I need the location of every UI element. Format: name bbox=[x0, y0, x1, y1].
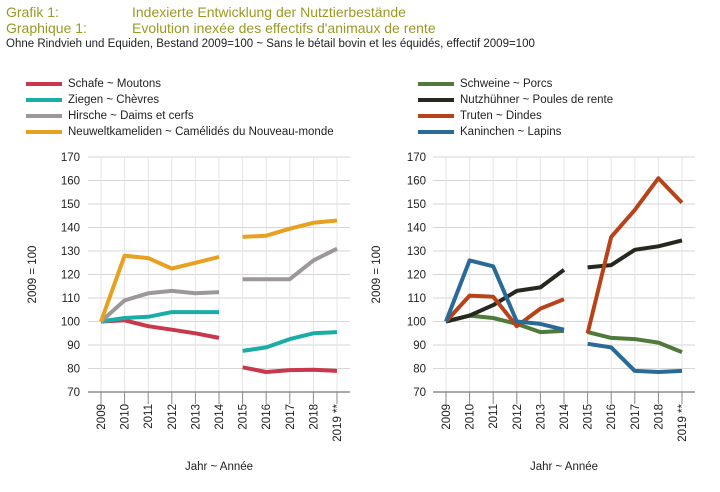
right-y-tick-label: 90 bbox=[413, 340, 426, 352]
figure-title-fr-text: Evolution inexée des effectifs d'animaux… bbox=[132, 20, 436, 36]
left-x-tick-label: 2013 bbox=[190, 404, 202, 430]
right-y-tick-label: 150 bbox=[407, 199, 426, 211]
legend-label: Schafe ~ Moutons bbox=[68, 78, 162, 90]
figure-title-de-text: Indexierte Entwicklung der Nutztierbestä… bbox=[132, 4, 406, 20]
legend-swatch bbox=[418, 82, 454, 86]
right-x-axis-label: Jahr ~ Année bbox=[530, 461, 598, 473]
left-y-tick-label: 80 bbox=[67, 364, 80, 376]
legend-label: Neuweltkameliden ~ Camélidés du Nouveau-… bbox=[68, 126, 334, 138]
right-y-tick-label: 80 bbox=[413, 364, 426, 376]
legend-label: Hirsche ~ Daims et cerfs bbox=[68, 110, 194, 122]
right-x-tick-label: 2014 bbox=[559, 403, 571, 429]
right-series-3-line-segment-1 bbox=[587, 341, 683, 374]
right-x-tick-label: 2015 bbox=[583, 404, 595, 430]
left-series-3-line-segment-1 bbox=[242, 218, 338, 239]
right-y-tick-label: 100 bbox=[407, 317, 426, 329]
left-y-tick-label: 130 bbox=[61, 246, 80, 258]
left-x-tick-label: 2019 ** bbox=[332, 403, 344, 441]
left-y-tick-label: 170 bbox=[61, 152, 80, 164]
left-y-tick-label: 70 bbox=[67, 387, 80, 399]
left-series-2-line-segment-1 bbox=[242, 246, 338, 282]
left-series-0-line-segment-1 bbox=[242, 365, 338, 374]
legend-swatch bbox=[418, 130, 454, 134]
left-x-tick-label: 2016 bbox=[261, 404, 273, 430]
left-series-2-line-segment-0 bbox=[99, 288, 220, 323]
right-y-tick-label: 140 bbox=[407, 223, 426, 235]
left-x-tick-label: 2012 bbox=[167, 404, 179, 430]
legend-swatch bbox=[418, 98, 454, 102]
figure-title-de: Grafik 1: Indexierte Entwicklung der Nutz… bbox=[6, 4, 406, 20]
left-x-tick-label: 2010 bbox=[120, 404, 132, 430]
right-y-tick-label: 130 bbox=[407, 246, 426, 258]
left-y-tick-label: 160 bbox=[61, 176, 80, 188]
left-series-1-line-segment-1 bbox=[242, 330, 338, 353]
right-x-tick-label: 2011 bbox=[488, 404, 500, 429]
right-series-2-line-segment-1 bbox=[585, 176, 684, 334]
right-x-tick-label: 2013 bbox=[535, 404, 547, 430]
left-series-1-line-segment-0 bbox=[100, 310, 219, 324]
legend-label: Nutzhühner ~ Poules de rente bbox=[460, 94, 614, 106]
right-x-tick-label: 2017 bbox=[630, 404, 642, 430]
left-x-tick-label: 2015 bbox=[238, 404, 250, 430]
right-y-tick-label: 120 bbox=[407, 270, 426, 282]
right-x-tick-label: 2018 bbox=[653, 404, 665, 430]
figure-subtitle: Ohne Rindvieh und Equiden, Bestand 2009=… bbox=[6, 38, 535, 50]
legend-label: Kaninchen ~ Lapins bbox=[460, 126, 562, 138]
left-y-tick-label: 120 bbox=[61, 270, 80, 282]
right-y-tick-label: 110 bbox=[408, 293, 426, 305]
figure-title-fr: Graphique 1: Evolution inexée des effecti… bbox=[6, 20, 436, 36]
left-x-tick-label: 2017 bbox=[285, 404, 297, 430]
legend-label: Schweine ~ Porcs bbox=[460, 78, 553, 90]
right-y-tick-label: 70 bbox=[413, 387, 426, 399]
figure-label-de: Grafik 1: bbox=[6, 4, 59, 20]
right-x-tick-label: 2009 bbox=[441, 404, 453, 430]
legend-swatch bbox=[26, 130, 62, 134]
right-x-tick-label: 2010 bbox=[465, 404, 477, 430]
legend-label: Ziegen ~ Chèvres bbox=[68, 94, 160, 106]
legend-swatch bbox=[26, 82, 62, 86]
right-x-tick-label: 2012 bbox=[512, 404, 524, 430]
left-x-axis-label: Jahr ~ Année bbox=[185, 461, 253, 473]
right-series-3-line-segment-0 bbox=[444, 258, 565, 332]
left-x-tick-label: 2014 bbox=[214, 403, 226, 429]
right-series-2-line-segment-0 bbox=[444, 293, 565, 329]
left-y-tick-label: 90 bbox=[67, 340, 80, 352]
left-y-tick-label: 150 bbox=[61, 199, 80, 211]
figure-label-fr: Graphique 1: bbox=[6, 20, 87, 36]
right-y-tick-label: 170 bbox=[407, 152, 426, 164]
left-y-tick-label: 110 bbox=[62, 293, 80, 305]
right-y-axis-label: 2009 = 100 bbox=[371, 246, 383, 304]
left-y-tick-label: 140 bbox=[61, 223, 80, 235]
left-x-tick-label: 2018 bbox=[308, 404, 320, 430]
legend-swatch bbox=[418, 114, 454, 118]
right-x-tick-label: 2016 bbox=[606, 404, 618, 430]
legend-label: Truten ~ Dindes bbox=[460, 110, 542, 122]
left-series-0-line-segment-0 bbox=[100, 318, 220, 340]
left-x-tick-label: 2011 bbox=[143, 404, 155, 429]
left-y-axis-label: 2009 = 100 bbox=[27, 246, 39, 304]
right-series-0-line-segment-1 bbox=[587, 330, 683, 354]
left-series-3-line-segment-0 bbox=[99, 253, 220, 323]
left-y-tick-label: 100 bbox=[61, 317, 80, 329]
legend-swatch bbox=[26, 98, 62, 102]
right-x-tick-label: 2019 ** bbox=[677, 403, 689, 441]
left-x-tick-label: 2009 bbox=[96, 404, 108, 430]
right-y-tick-label: 160 bbox=[407, 176, 426, 188]
legend-swatch bbox=[26, 114, 62, 118]
